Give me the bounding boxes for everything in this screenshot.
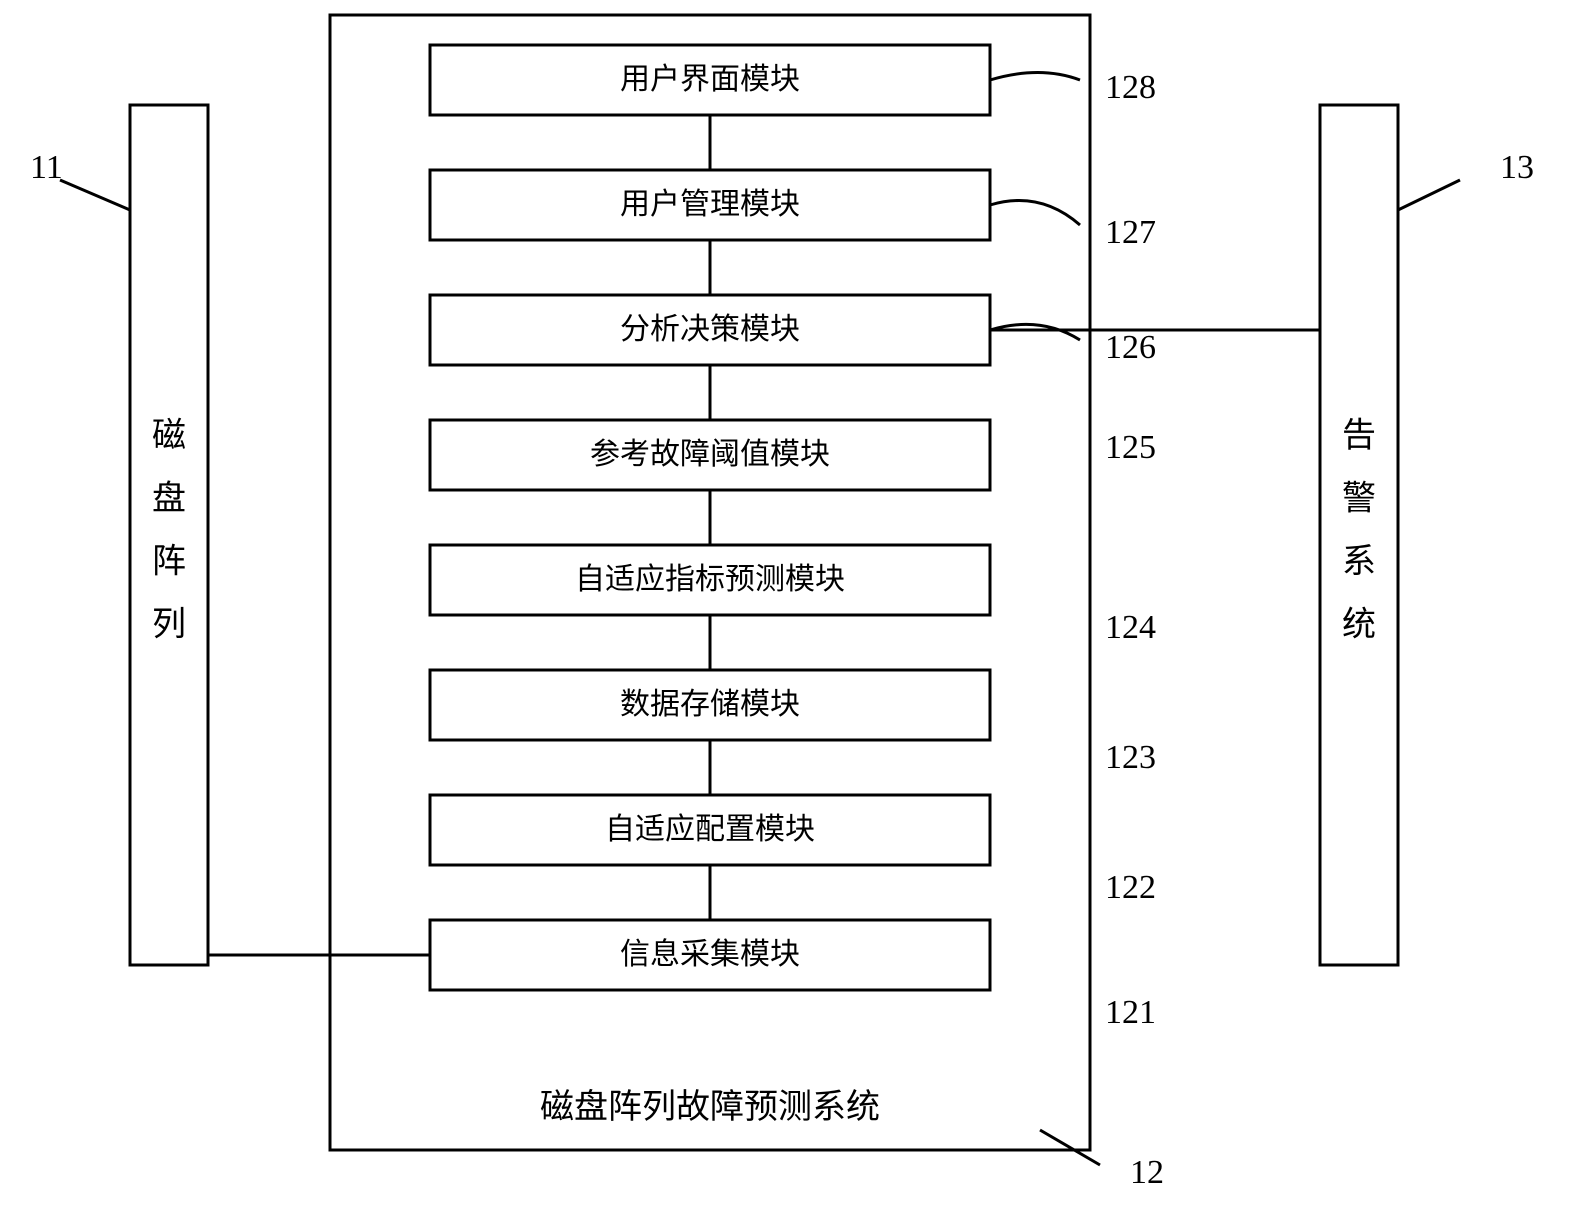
module-number-122: 122: [1105, 869, 1156, 906]
left-box-disk-array: [130, 105, 208, 965]
left-box-number: 11: [30, 149, 63, 186]
right-box-number: 13: [1500, 149, 1534, 186]
center-caption: 磁盘阵列故障预测系统: [540, 1088, 880, 1126]
module-label-124: 自适应指标预测模块: [575, 563, 845, 596]
system-diagram: 磁盘阵列11告警系统13用户界面模块128用户管理模块127分析决策模块126参…: [0, 0, 1588, 1209]
module-label-127: 用户管理模块: [620, 188, 800, 221]
center-number: 12: [1130, 1154, 1164, 1191]
module-label-128: 用户界面模块: [620, 63, 800, 96]
module-number-124: 124: [1105, 609, 1156, 646]
module-number-127: 127: [1105, 214, 1156, 251]
module-number-125: 125: [1105, 429, 1156, 466]
module-number-128: 128: [1105, 69, 1156, 106]
module-number-123: 123: [1105, 739, 1156, 776]
module-number-121: 121: [1105, 994, 1156, 1031]
module-number-126: 126: [1105, 329, 1156, 366]
module-label-123: 数据存储模块: [620, 688, 800, 721]
right-box-alarm-system: [1320, 105, 1398, 965]
right-box-leader: [1398, 180, 1460, 210]
module-label-126: 分析决策模块: [620, 313, 800, 346]
module-label-122: 自适应配置模块: [605, 813, 815, 846]
left-box-leader: [60, 180, 130, 210]
module-label-125: 参考故障阈值模块: [590, 438, 830, 471]
module-label-121: 信息采集模块: [620, 938, 800, 971]
